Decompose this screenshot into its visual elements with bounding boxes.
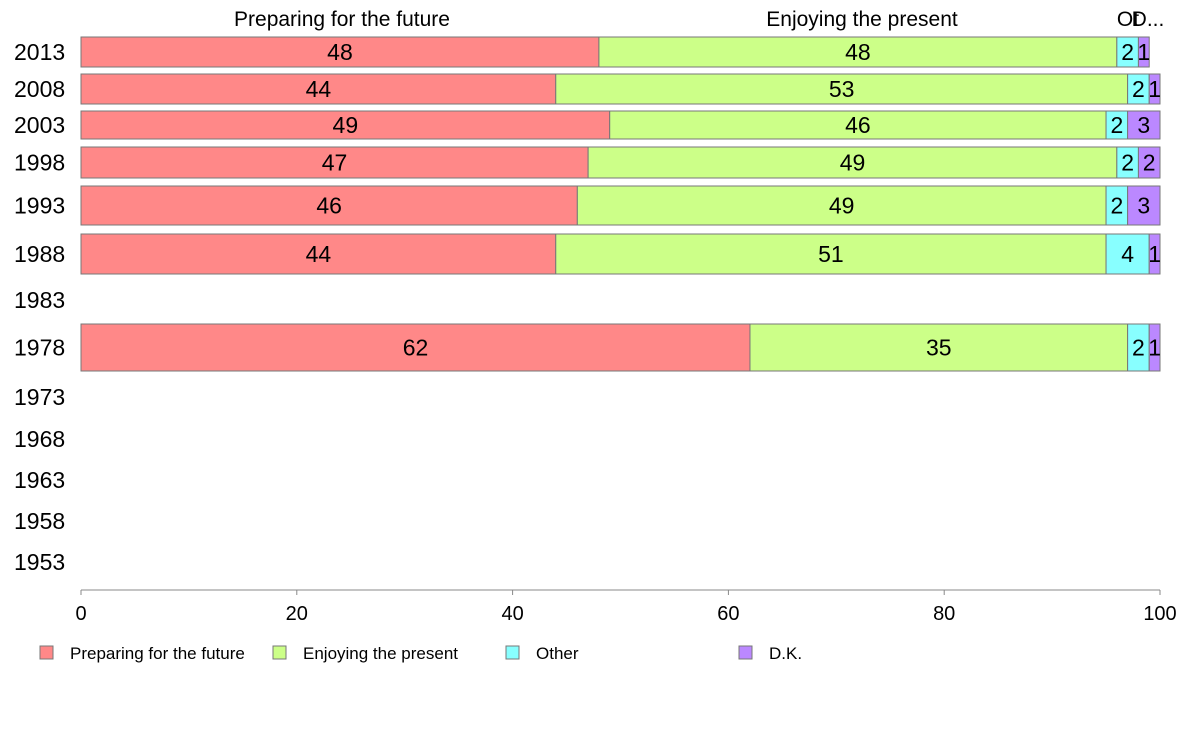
data-label: 46: [316, 193, 342, 219]
data-label: 49: [840, 150, 866, 176]
legend-label: Other: [536, 644, 579, 663]
category-label: 1978: [14, 335, 65, 361]
legend-label: D.K.: [769, 644, 802, 663]
data-label: 2: [1143, 150, 1156, 176]
data-label: 3: [1137, 193, 1150, 219]
legend-label: Enjoying the present: [303, 644, 458, 663]
category-label: 1988: [14, 241, 65, 267]
data-label: 46: [845, 112, 871, 138]
data-label: 48: [845, 39, 871, 65]
bar-segment: [1148, 233, 1161, 275]
category-label: 1963: [14, 467, 65, 493]
bar-segment: [555, 233, 1107, 275]
legend-swatch: [505, 645, 520, 660]
bar-segment: [1127, 185, 1161, 226]
bar-segment: [80, 185, 578, 226]
top-series-label: Ot: [1117, 8, 1139, 31]
data-label: 2: [1110, 112, 1123, 138]
data-label: 51: [818, 241, 844, 267]
legend-label: Preparing for the future: [70, 644, 245, 663]
data-label: 44: [306, 241, 332, 267]
bar-segment: [80, 323, 751, 372]
data-label: 2: [1110, 193, 1123, 219]
bar-segment: [1137, 146, 1161, 179]
bar-segment: [80, 233, 557, 275]
data-label: 47: [322, 150, 348, 176]
data-label: 2: [1121, 150, 1134, 176]
bar-segment: [1127, 110, 1161, 140]
data-label: 1: [1148, 241, 1161, 267]
category-label: 1998: [14, 150, 65, 176]
bar-segment: [1148, 73, 1161, 105]
bar-segment: [587, 146, 1118, 179]
x-tick-label: 100: [1143, 603, 1176, 625]
data-label: 3: [1137, 112, 1150, 138]
bar-segment: [1148, 323, 1161, 372]
bar-segment: [598, 36, 1118, 68]
category-label: 1968: [14, 426, 65, 452]
top-series-label: Enjoying the present: [766, 8, 958, 31]
data-label: 4: [1121, 241, 1134, 267]
data-label: 2: [1132, 76, 1145, 102]
category-label: 1993: [14, 193, 65, 219]
bar-segment: [1105, 233, 1150, 275]
category-label: 1983: [14, 287, 65, 313]
category-label: 2008: [14, 76, 65, 102]
data-label: 49: [829, 193, 855, 219]
category-label: 2003: [14, 112, 65, 138]
x-tick-label: 20: [286, 603, 308, 625]
x-tick-label: 80: [933, 603, 955, 625]
data-label: 1: [1137, 39, 1150, 65]
data-label: 1: [1148, 335, 1161, 361]
category-label: 1958: [14, 508, 65, 534]
legend-swatch: [39, 645, 54, 660]
data-label: 49: [333, 112, 359, 138]
data-label: 2: [1132, 335, 1145, 361]
x-tick-label: 60: [717, 603, 739, 625]
bar-segment: [576, 185, 1107, 226]
data-label: 35: [926, 335, 952, 361]
x-tick-label: 40: [501, 603, 523, 625]
data-label: 53: [829, 76, 855, 102]
category-label: 1973: [14, 384, 65, 410]
bar-segment: [80, 110, 611, 140]
category-label: 2013: [14, 39, 65, 65]
top-series-label: Preparing for the future: [234, 8, 450, 31]
data-label: 44: [306, 76, 332, 102]
bar-segment: [609, 110, 1107, 140]
data-label: 1: [1148, 76, 1161, 102]
bar-segment: [80, 146, 589, 179]
category-label: 1953: [14, 549, 65, 575]
data-label: 2: [1121, 39, 1134, 65]
bar-segment: [749, 323, 1129, 372]
top-series-label: D...: [1132, 8, 1165, 31]
legend-swatch: [272, 645, 287, 660]
data-label: 48: [327, 39, 353, 65]
data-label: 62: [403, 335, 429, 361]
bar-segment: [1137, 36, 1150, 68]
x-tick-label: 0: [75, 603, 86, 625]
legend-swatch: [738, 645, 753, 660]
bar-segment: [80, 73, 557, 105]
